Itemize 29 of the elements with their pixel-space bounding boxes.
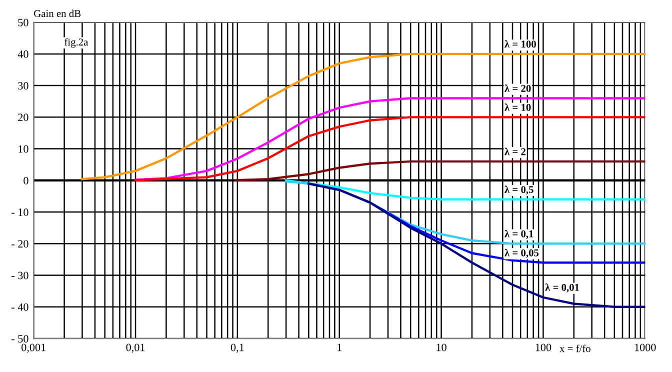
x-tick-label: 10 <box>436 344 446 352</box>
series-label: λ = 100 <box>504 40 536 48</box>
x-tick-label: 100 <box>536 344 552 352</box>
series-label: λ = 0,01 <box>545 283 579 292</box>
y-tick-label: 30 <box>18 82 28 90</box>
y-tick-label: 10 <box>18 145 28 153</box>
series-label: λ = 0,5 <box>504 186 534 195</box>
series-label: λ = 20 <box>504 84 531 92</box>
x-tick-label: 1 <box>338 344 342 352</box>
y-tick-label: - 40 <box>12 303 28 311</box>
x-tick-label: 0,001 <box>22 344 46 353</box>
y-axis-title: Gain en dB <box>34 10 81 18</box>
series-label: λ = 0,05 <box>504 248 539 258</box>
y-tick-label: - 10 <box>12 208 28 216</box>
y-tick-label: 20 <box>18 114 28 122</box>
y-tick-label: - 30 <box>12 272 28 280</box>
x-tick-label: 0,1 <box>230 344 244 353</box>
x-tick-label: 0,01 <box>126 344 145 353</box>
x-axis-title: x = f/fo <box>560 344 590 352</box>
series-label: λ = 10 <box>504 103 531 111</box>
y-tick-label: 50 <box>18 18 28 26</box>
y-tick-label: - 50 <box>12 334 28 342</box>
y-tick-label: 0 <box>24 176 28 184</box>
series-label: λ = 2 <box>504 148 526 156</box>
series-label: λ = 0,1 <box>504 230 534 239</box>
x-tick-label: 1000 <box>634 344 656 352</box>
y-tick-label: 40 <box>18 50 28 58</box>
y-tick-label: - 20 <box>12 240 28 248</box>
annotation: fig.2a <box>64 38 88 48</box>
